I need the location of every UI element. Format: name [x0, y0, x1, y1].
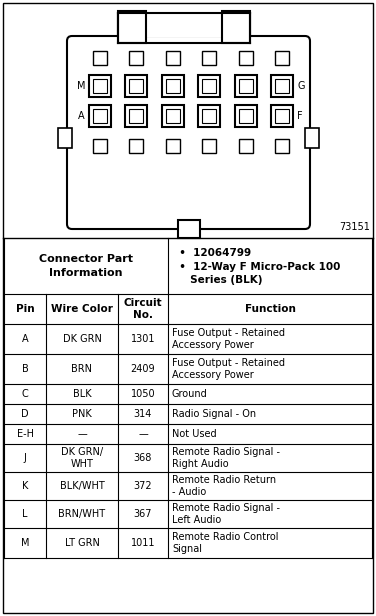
Bar: [198, 75, 220, 97]
Bar: [166, 51, 180, 65]
Text: J: J: [24, 453, 26, 463]
Text: PNK: PNK: [72, 409, 92, 419]
Text: B: B: [22, 364, 28, 374]
Bar: [275, 51, 289, 65]
Bar: [239, 79, 253, 93]
Text: Ground: Ground: [172, 389, 208, 399]
Text: G: G: [297, 81, 305, 91]
Bar: [93, 79, 107, 93]
Text: BRN: BRN: [71, 364, 92, 374]
Bar: [222, 11, 250, 43]
Text: Pin: Pin: [16, 304, 34, 314]
FancyBboxPatch shape: [67, 36, 310, 229]
Text: Fuse Output - Retained
Accessory Power: Fuse Output - Retained Accessory Power: [172, 358, 285, 380]
Text: F: F: [297, 111, 303, 121]
Bar: [239, 109, 253, 123]
Text: Radio Signal - On: Radio Signal - On: [172, 409, 256, 419]
Text: 2409: 2409: [131, 364, 155, 374]
Text: D: D: [21, 409, 29, 419]
Text: —: —: [138, 429, 148, 439]
Bar: [58, 128, 72, 147]
Text: Remote Radio Signal -
Right Audio: Remote Radio Signal - Right Audio: [172, 447, 280, 469]
Bar: [198, 105, 220, 127]
Text: Not Used: Not Used: [172, 429, 217, 439]
Bar: [271, 105, 293, 127]
Text: •  12064799: • 12064799: [172, 248, 251, 258]
Text: Series (BLK): Series (BLK): [172, 275, 262, 285]
Bar: [202, 79, 216, 93]
Text: E-H: E-H: [17, 429, 33, 439]
Bar: [126, 75, 147, 97]
Text: Remote Radio Signal -
Left Audio: Remote Radio Signal - Left Audio: [172, 503, 280, 525]
Bar: [162, 75, 184, 97]
Text: Connector Part
Information: Connector Part Information: [39, 254, 133, 278]
Bar: [275, 79, 289, 93]
Bar: [271, 75, 293, 97]
Bar: [275, 139, 289, 153]
Bar: [202, 51, 216, 65]
Bar: [239, 51, 253, 65]
Bar: [129, 109, 143, 123]
Text: BRN/WHT: BRN/WHT: [58, 509, 106, 519]
Text: 372: 372: [134, 481, 152, 491]
Bar: [93, 139, 107, 153]
Bar: [235, 105, 256, 127]
Text: 367: 367: [134, 509, 152, 519]
Text: Function: Function: [244, 304, 296, 314]
Text: DK GRN: DK GRN: [62, 334, 102, 344]
Text: 1050: 1050: [131, 389, 155, 399]
Text: 368: 368: [134, 453, 152, 463]
Text: L: L: [22, 509, 28, 519]
Bar: [166, 79, 180, 93]
Bar: [166, 139, 180, 153]
Bar: [129, 139, 143, 153]
Text: A: A: [78, 111, 85, 121]
Text: M: M: [21, 538, 29, 548]
Bar: [89, 105, 111, 127]
Text: Wire Color: Wire Color: [51, 304, 113, 314]
Text: BLK/WHT: BLK/WHT: [60, 481, 105, 491]
Text: LT GRN: LT GRN: [65, 538, 99, 548]
Bar: [93, 51, 107, 65]
Text: DK GRN/
WHT: DK GRN/ WHT: [61, 447, 103, 469]
Bar: [118, 11, 146, 43]
Text: 314: 314: [134, 409, 152, 419]
Bar: [202, 139, 216, 153]
Bar: [239, 139, 253, 153]
Bar: [275, 109, 289, 123]
Bar: [124, 5, 244, 37]
Text: BLK: BLK: [73, 389, 91, 399]
Bar: [235, 75, 256, 97]
Bar: [118, 13, 250, 43]
Bar: [89, 75, 111, 97]
Bar: [93, 109, 107, 123]
Bar: [162, 105, 184, 127]
Bar: [129, 79, 143, 93]
Text: 73151: 73151: [339, 222, 370, 232]
Text: 1301: 1301: [131, 334, 155, 344]
Text: M: M: [76, 81, 85, 91]
Text: C: C: [22, 389, 28, 399]
Text: •  12-Way F Micro-Pack 100: • 12-Way F Micro-Pack 100: [172, 262, 340, 272]
Text: Remote Radio Return
- Audio: Remote Radio Return - Audio: [172, 475, 276, 496]
Text: A: A: [22, 334, 28, 344]
Bar: [129, 51, 143, 65]
Bar: [305, 128, 319, 147]
Text: Remote Radio Control
Signal: Remote Radio Control Signal: [172, 532, 279, 554]
Bar: [126, 105, 147, 127]
Bar: [177, 220, 200, 238]
Text: Circuit
No.: Circuit No.: [124, 298, 162, 320]
Text: —: —: [77, 429, 87, 439]
Text: Fuse Output - Retained
Accessory Power: Fuse Output - Retained Accessory Power: [172, 328, 285, 350]
Bar: [166, 109, 180, 123]
Bar: [202, 109, 216, 123]
Text: K: K: [22, 481, 28, 491]
Text: 1011: 1011: [131, 538, 155, 548]
